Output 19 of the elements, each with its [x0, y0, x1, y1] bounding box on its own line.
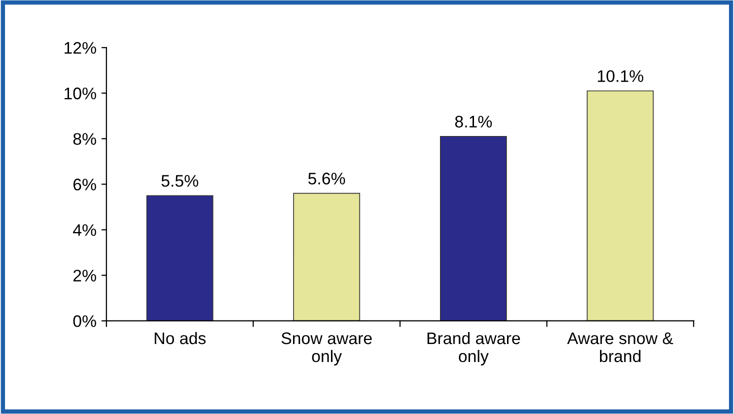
y-tick-label: 12%	[64, 42, 96, 54]
x-tick-label: Aware snow & brand	[567, 332, 674, 362]
data-label: 5.5%	[162, 175, 198, 187]
y-tick-label: 2%	[73, 270, 96, 282]
bar	[586, 90, 654, 321]
y-tick-label: 8%	[73, 133, 96, 145]
data-label: 8.1%	[455, 116, 492, 128]
bar	[293, 192, 360, 321]
y-tick-label: 0%	[73, 315, 96, 328]
y-tick-label: 10%	[64, 88, 96, 100]
y-tick-label: 4%	[73, 224, 96, 236]
bar	[440, 136, 507, 321]
data-label: 5.6%	[308, 172, 346, 184]
x-tick-label: Snow aware only	[282, 332, 372, 366]
data-label: 10.1%	[598, 70, 644, 82]
x-tick-label: No ads	[154, 332, 206, 344]
y-tick-label: 6%	[73, 178, 96, 190]
x-tick-label: Brand aware only	[428, 332, 520, 366]
bar	[146, 195, 214, 321]
